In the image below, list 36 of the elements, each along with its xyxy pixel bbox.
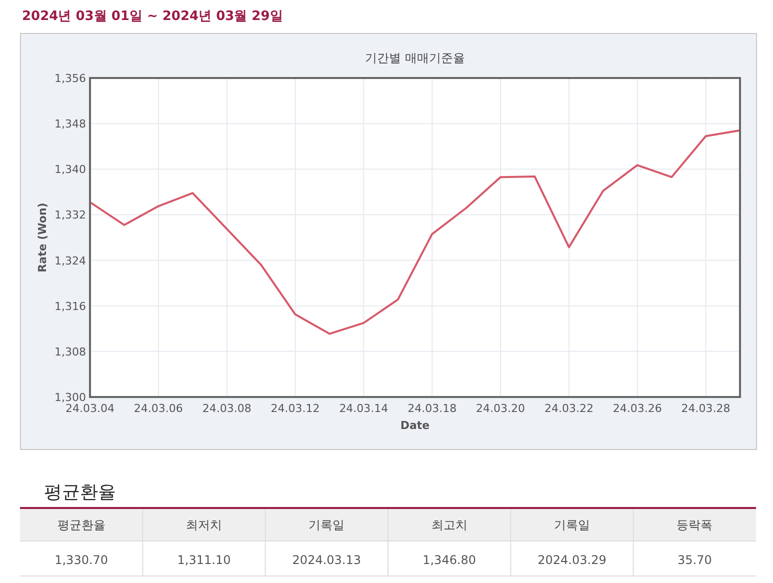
x-tick-label: 24.03.08 — [202, 402, 252, 415]
text: 기록일 — [554, 518, 590, 532]
y-tick-label: 1,308 — [54, 345, 86, 358]
y-tick-label: 1,300 — [54, 391, 86, 404]
y-tick-label: 1,324 — [54, 254, 86, 268]
x-tick-label: 24.03.28 — [681, 402, 730, 415]
line-series — [89, 129, 741, 335]
text: 2024.03.29 — [538, 553, 606, 567]
x-tick-label: 24.03.04 — [66, 402, 114, 415]
chart-subtitle: 2024년 03월 01일 ~ 2024년 03월 29일 — [22, 9, 283, 24]
text: 평균환율 — [57, 518, 106, 532]
text: 1,311.10 — [177, 553, 231, 567]
x-axis-title: Date — [400, 419, 430, 432]
text: 35.70 — [677, 553, 712, 567]
x-tick-label: 24.03.18 — [408, 402, 457, 415]
text: 기록일 — [308, 518, 345, 532]
y-tick-label: 1,340 — [54, 163, 86, 176]
x-tick-label: 24.03.14 — [339, 402, 388, 415]
y-tick-label: 1,316 — [54, 300, 86, 313]
y-tick-label: 1,332 — [54, 208, 86, 222]
chart-title: 기간별 매매기준율 — [365, 51, 465, 65]
text: 최고치 — [431, 518, 468, 532]
y-axis-title: Rate (Won) — [36, 202, 49, 272]
text: 1,346.80 — [422, 553, 476, 567]
y-tick-label: 1,348 — [54, 118, 86, 131]
text: 평균환율 — [44, 482, 116, 503]
x-tick-label: 24.03.22 — [544, 402, 594, 415]
x-tick-label: 24.03.06 — [134, 402, 183, 415]
text: 최저치 — [186, 518, 222, 532]
x-tick-label: 24.03.20 — [476, 402, 526, 415]
x-tick-label: 24.03.26 — [612, 402, 662, 415]
text: 등락폭 — [676, 518, 713, 532]
text: 1,330.70 — [54, 553, 108, 567]
x-tick-label: 24.03.12 — [270, 402, 320, 415]
y-tick-label: 1,356 — [54, 72, 86, 85]
text: 2024.03.13 — [292, 553, 362, 567]
